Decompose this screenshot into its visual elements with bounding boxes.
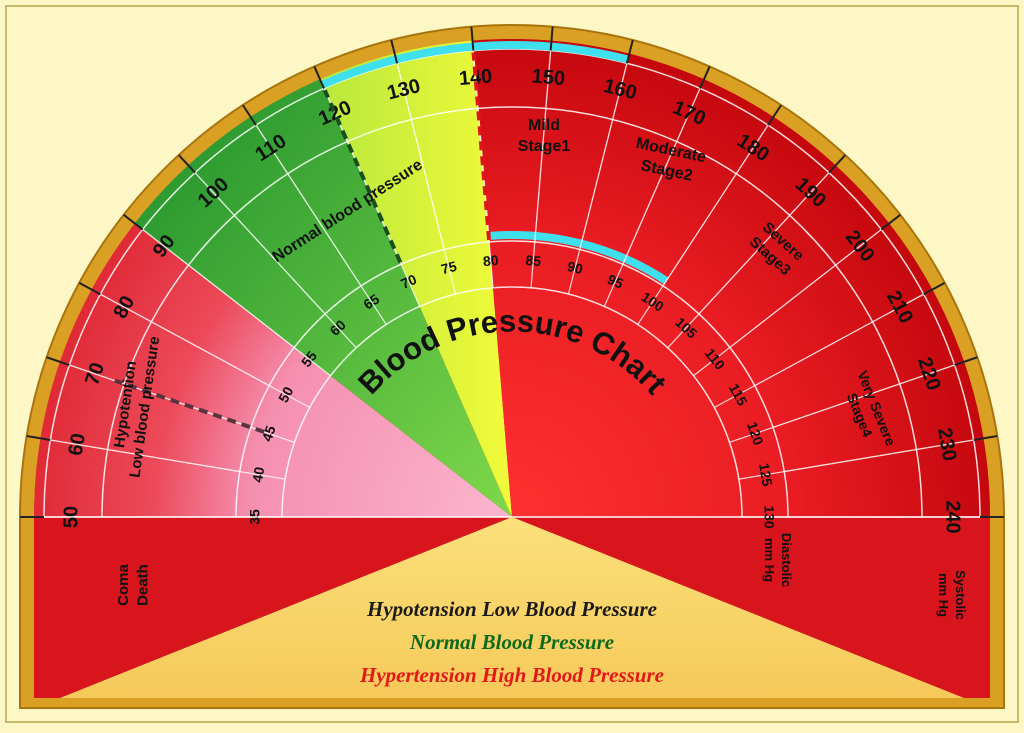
diastolic-axis-label-line: mm Hg (762, 538, 777, 582)
systolic-tick-label: 230 (933, 426, 960, 463)
systolic-axis-label-line: Systolic (953, 570, 968, 620)
diastolic-tick-label: 125 (756, 462, 776, 488)
diastolic-tick-label: 50 (275, 384, 297, 405)
threshold-low (114, 378, 265, 434)
systolic-tick (313, 66, 325, 89)
zone-label-line: Stage1 (518, 138, 571, 155)
systolic-tick-label: 60 (65, 432, 90, 458)
systolic-grid-line (754, 293, 924, 387)
systolic-tick (78, 281, 101, 296)
systolic-tick (699, 66, 711, 89)
diastolic-tick (530, 241, 536, 288)
zone-sectors (34, 39, 990, 518)
systolic-tick-label: 150 (531, 65, 566, 90)
ring (235, 240, 789, 518)
diastolic-tick (268, 385, 311, 409)
diastolic-tick (443, 249, 457, 295)
diastolic-tick-label: 85 (525, 252, 542, 269)
sector-elevated (319, 40, 512, 517)
diastolic-tick (713, 385, 756, 409)
systolic-grid-line (100, 293, 270, 387)
zone-label-line: Mild (528, 117, 560, 134)
diastolic-tick (567, 249, 581, 295)
systolic-tick (242, 104, 257, 126)
systolic-grid-line (534, 50, 552, 242)
diastolic-tick (488, 241, 494, 288)
legend-hypotension: Hypotension Low Blood Pressure (366, 597, 657, 621)
systolic-grid-line (396, 63, 445, 250)
diastolic-axis-label-line: Diastolic (779, 533, 794, 587)
diastolic-tick-label: 40 (249, 465, 267, 483)
systolic-grid-line (194, 172, 326, 315)
diastolic-tick (693, 347, 731, 377)
systolic-grid-line (729, 229, 882, 348)
systolic-grid-line (255, 124, 362, 287)
systolic-axis-label-line: mm Hg (936, 573, 951, 617)
systolic-tick (973, 435, 998, 441)
systolic-grid-line (784, 439, 974, 473)
systolic-grid-line (579, 63, 628, 250)
systolic-tick (46, 356, 70, 366)
zone-label: Mild Stage1 (518, 117, 571, 155)
systolic-grid-line (662, 124, 769, 287)
systolic-tick (923, 281, 946, 296)
zone-label-line: Coma (115, 564, 132, 606)
sector-normal (134, 79, 512, 518)
diastolic-tick-label: 65 (360, 291, 382, 313)
ring (43, 48, 981, 518)
diastolic-tick-label: 80 (482, 252, 499, 269)
diastolic-tick-label: 90 (566, 258, 585, 277)
sector-hypotension (34, 223, 512, 518)
zone-label-line: Death (135, 564, 152, 606)
diastolic-tick (400, 264, 421, 307)
systolic-tick (828, 154, 846, 174)
ring (281, 286, 743, 518)
diastolic-tick (360, 285, 387, 325)
diastolic-tick-label: 130 (761, 505, 777, 529)
diastolic-tick-label: 95 (605, 271, 626, 292)
systolic-grid-line (622, 88, 701, 265)
diastolic-tick (239, 470, 286, 480)
diastolic-tick (738, 470, 785, 480)
threshold-normal (322, 89, 403, 264)
systolic-axis-label: Systolicmm Hg (936, 570, 968, 620)
legend-normal: Normal Blood Pressure (409, 630, 614, 654)
diastolic-tick-label: 120 (744, 420, 767, 447)
systolic-tick (625, 39, 634, 64)
systolic-grid-line (772, 364, 955, 428)
diastolic-tick-label: 70 (398, 271, 419, 292)
threshold-high (471, 52, 492, 241)
systolic-tick-label: 240 (942, 500, 964, 533)
systolic-tick (26, 435, 51, 441)
diastolic-axis-label: Diastolicmm Hg (762, 533, 794, 587)
base-panel (60, 517, 964, 698)
legend-hypertension: Hypertension High Blood Pressure (359, 663, 664, 687)
frame (5, 5, 1019, 723)
diastolic-tick (667, 313, 700, 349)
diastolic-tick (729, 426, 774, 443)
diastolic-tick (603, 264, 624, 307)
systolic-grid-line (50, 439, 240, 473)
diastolic-tick (324, 313, 357, 349)
systolic-tick (880, 214, 901, 231)
diastolic-tick (293, 347, 331, 377)
systolic-tick (390, 39, 399, 64)
systolic-tick (767, 104, 782, 126)
systolic-tick (178, 154, 196, 174)
zone-label: Coma Death (115, 564, 152, 606)
systolic-tick (470, 26, 475, 51)
diastolic-tick-label: 75 (439, 258, 458, 277)
systolic-tick-label: 50 (60, 506, 82, 528)
systolic-tick (954, 356, 978, 366)
systolic-tick (549, 26, 554, 51)
diastolic-tick-label: 45 (259, 423, 279, 443)
diastolic-tick-label: 35 (247, 509, 263, 525)
systolic-grid-line (142, 229, 295, 348)
systolic-tick (123, 214, 144, 231)
systolic-grid-line (698, 172, 830, 315)
diastolic-tick (637, 285, 664, 325)
